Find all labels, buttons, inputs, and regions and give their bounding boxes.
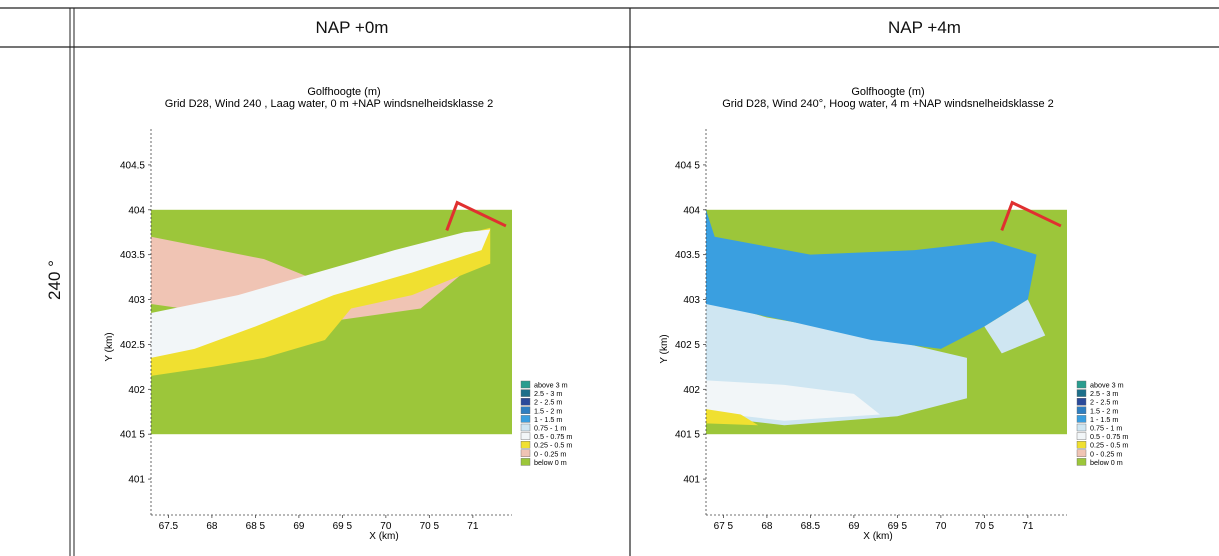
legend-swatch	[520, 398, 531, 406]
legend-swatch	[1076, 415, 1087, 423]
chart-nap-0: Golfhoogte (m) Grid D28, Wind 240 , Laag…	[104, 86, 572, 542]
chart-nap-4: Golfhoogte (m) Grid D28, Wind 240°, Hoog…	[659, 86, 1128, 542]
legend-label: 1 - 1.5 m	[534, 415, 562, 424]
legend-label: 0 - 0.25 m	[1090, 449, 1122, 458]
x-tick-label: 70 5	[420, 521, 440, 532]
zone-1-1-5m	[706, 209, 1037, 349]
y-tick-label: 402	[128, 385, 145, 396]
legend-swatch	[1076, 423, 1087, 432]
x-tick-label: 70 5	[975, 521, 995, 532]
legend-swatch	[1076, 389, 1087, 397]
legend-label: 1.5 - 2 m	[534, 406, 562, 415]
legend-label: 0 - 0.25 m	[534, 449, 566, 458]
legend-swatch	[520, 449, 531, 457]
x-tick-label: 69	[293, 521, 305, 532]
legend-label: 0.5 - 0.75 m	[534, 432, 572, 441]
x-tick-label: 69 5	[888, 521, 908, 532]
legend-label: above 3 m	[534, 381, 568, 390]
legend-swatch	[520, 389, 531, 397]
legend-label: 0.25 - 0.5 m	[534, 441, 572, 450]
x-tick-label: 68 5	[246, 521, 266, 532]
legend-swatch	[520, 380, 531, 389]
x-tick-label: 67 5	[714, 521, 734, 532]
column-header-nap-0: NAP +0m	[315, 18, 389, 37]
zone-0-5-0-75m	[706, 380, 880, 421]
x-tick-label: 67.5	[159, 521, 179, 532]
legend-swatch	[1076, 441, 1087, 449]
y-tick-label: 401	[683, 475, 700, 486]
legend-label: 1.5 - 2 m	[1090, 406, 1118, 415]
legend-label: 2 - 2.5 m	[1090, 398, 1118, 407]
y-tick-label: 402 5	[675, 340, 700, 351]
y-tick-label: 404 5	[675, 160, 700, 171]
chart-subtitle: Grid D28, Wind 240°, Hoog water, 4 m +NA…	[722, 98, 1054, 110]
legend-swatch	[520, 415, 531, 423]
x-tick-label: 69 5	[333, 521, 353, 532]
legend-label: 0.75 - 1 m	[534, 424, 566, 433]
legend-swatch	[520, 423, 531, 432]
legend-swatch	[1076, 380, 1087, 389]
legend-label: 2.5 - 3 m	[534, 389, 562, 398]
legend-label: above 3 m	[1090, 381, 1124, 390]
legend-label: 0.75 - 1 m	[1090, 424, 1122, 433]
legend-swatch	[1076, 458, 1087, 466]
legend-swatch	[1076, 406, 1087, 414]
legend-swatch	[520, 458, 531, 466]
y-tick-label: 402.5	[120, 340, 145, 351]
x-tick-label: 70	[380, 521, 392, 532]
chart-subtitle: Grid D28, Wind 240 , Laag water, 0 m +NA…	[165, 98, 493, 110]
legend-label: below 0 m	[534, 458, 567, 467]
legend: above 3 m2.5 - 3 m2 - 2.5 m1.5 - 2 m1 - …	[1076, 380, 1128, 467]
legend-swatch	[520, 441, 531, 449]
y-tick-label: 404	[128, 205, 145, 216]
y-tick-label: 403.5	[120, 250, 145, 261]
y-axis-label: Y (km)	[104, 332, 115, 361]
y-tick-label: 403	[128, 295, 145, 306]
column-header-nap-4: NAP +4m	[888, 18, 961, 37]
x-tick-label: 71	[1022, 521, 1034, 532]
x-tick-label: 71	[467, 521, 479, 532]
y-tick-label: 401	[128, 475, 145, 486]
x-axis-label: X (km)	[369, 531, 398, 542]
legend-swatch	[1076, 398, 1087, 406]
structure-line	[445, 200, 507, 231]
zone-0-5-0-75m	[151, 229, 491, 358]
y-tick-label: 403.5	[675, 250, 700, 261]
zone-0-75-1m	[984, 299, 1046, 354]
x-tick-label: 68	[761, 521, 773, 532]
legend-label: 2.5 - 3 m	[1090, 389, 1118, 398]
zone-0-25-0-5m	[706, 409, 759, 426]
y-tick-label: 402	[683, 385, 700, 396]
chart-title: Golfhoogte (m)	[307, 86, 380, 98]
y-tick-label: 401 5	[120, 430, 145, 441]
legend-swatch	[1076, 432, 1087, 440]
legend-swatch	[1076, 449, 1087, 457]
legend-label: 2 - 2.5 m	[534, 398, 562, 407]
y-tick-label: 404	[683, 205, 700, 216]
x-tick-label: 68.5	[801, 521, 821, 532]
legend-label: 0.25 - 0.5 m	[1090, 441, 1128, 450]
x-axis-label: X (km)	[863, 531, 892, 542]
x-tick-label: 69	[848, 521, 860, 532]
chart-title: Golfhoogte (m)	[851, 86, 924, 98]
y-tick-label: 401 5	[675, 430, 700, 441]
legend-label: 0.5 - 0.75 m	[1090, 432, 1128, 441]
y-tick-label: 404.5	[120, 160, 145, 171]
y-tick-label: 403	[683, 295, 700, 306]
legend-swatch	[520, 406, 531, 414]
legend-label: below 0 m	[1090, 458, 1123, 467]
y-axis-label: Y (km)	[659, 334, 670, 363]
x-tick-label: 68	[206, 521, 218, 532]
x-tick-label: 70	[935, 521, 947, 532]
legend-swatch	[520, 432, 531, 440]
structure-line	[1000, 200, 1062, 231]
legend: above 3 m2.5 - 3 m2 - 2.5 m1.5 - 2 m1 - …	[520, 380, 572, 467]
legend-label: 1 - 1.5 m	[1090, 415, 1118, 424]
